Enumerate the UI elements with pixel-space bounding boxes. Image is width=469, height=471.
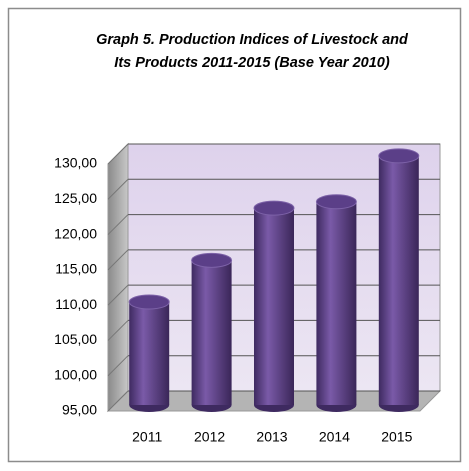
bar: [316, 201, 357, 405]
bar: [254, 208, 294, 405]
y-tick-label: 100,00: [54, 366, 97, 382]
bar: [378, 155, 419, 405]
x-tick-label: 2015: [381, 429, 412, 445]
y-tick-label: 115,00: [55, 261, 97, 277]
grid-line: [107, 355, 129, 377]
x-tick-label: 2011: [132, 429, 162, 445]
bar-top: [253, 200, 295, 216]
grid-line: [107, 143, 129, 165]
y-tick-label: 95,00: [62, 402, 97, 418]
y-tick-label: 105,00: [54, 331, 97, 347]
bar-top: [128, 294, 170, 310]
side-wall: [107, 142, 129, 413]
x-tick-label: 2013: [256, 429, 287, 445]
grid-line: [107, 178, 129, 200]
x-tick-label: 2012: [194, 429, 225, 445]
chart-title: Its Products 2011-2015 (Base Year 2010): [114, 55, 390, 71]
grid-line: [107, 284, 129, 306]
grid-line: [107, 390, 129, 412]
chart-title: Graph 5. Production Indices of Livestock…: [96, 32, 409, 48]
bar: [191, 260, 232, 405]
grid-line: [107, 249, 129, 271]
y-tick-label: 120,00: [54, 225, 97, 241]
y-tick-label: 130,00: [54, 155, 97, 171]
y-tick-label: 110,00: [55, 296, 97, 312]
grid-line: [107, 320, 129, 341]
bar-top: [378, 148, 420, 164]
bar-top: [315, 194, 357, 210]
bar: [129, 301, 170, 405]
grid-line: [107, 214, 129, 235]
bar-top: [191, 252, 233, 268]
x-tick-label: 2014: [319, 429, 350, 445]
y-tick-label: 125,00: [54, 190, 97, 206]
